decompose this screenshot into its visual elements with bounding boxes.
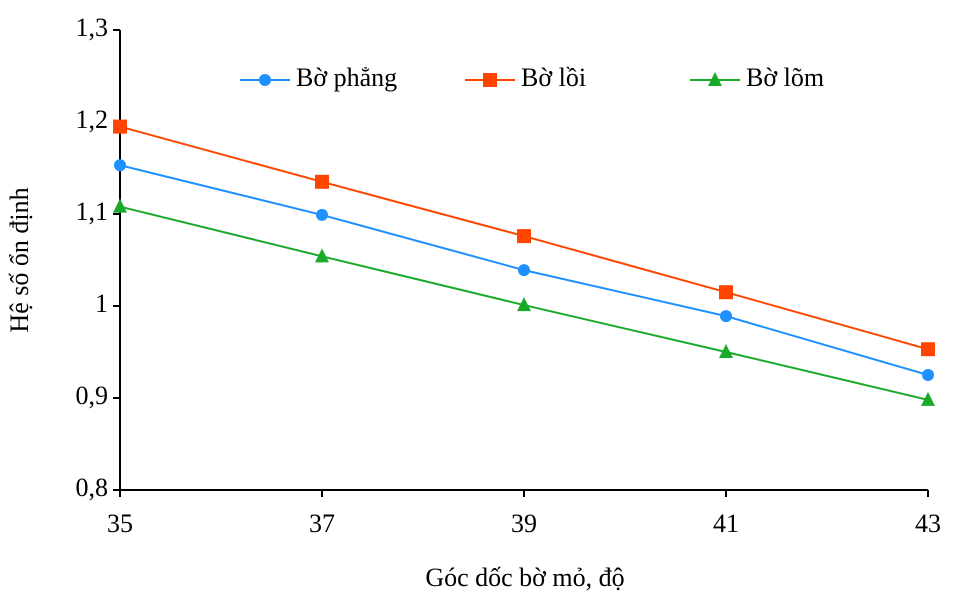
y-tick-label: 0,8 [76,473,109,502]
marker [315,174,329,189]
marker [316,208,328,221]
marker [518,264,530,277]
x-tick-label: 39 [511,509,537,538]
marker [113,119,127,134]
marker [719,285,733,300]
marker [259,74,271,86]
legend-label: Bờ lồi [521,63,586,92]
legend-label: Bờ phẳng [296,63,397,92]
marker [517,297,531,312]
marker [113,198,127,213]
marker [315,248,329,263]
marker [483,73,497,87]
x-tick-label: 37 [309,509,335,538]
x-tick-label: 35 [107,509,133,538]
marker [921,391,935,406]
marker [719,344,733,358]
x-axis-label: Góc dốc bờ mỏ, độ [425,563,624,592]
y-tick-label: 0,9 [76,381,109,410]
marker [720,310,732,323]
legend-label: Bờ lõm [746,63,824,92]
marker [517,229,531,244]
marker [922,369,934,381]
marker [114,159,126,172]
x-tick-label: 43 [915,509,941,538]
x-tick-label: 41 [713,509,739,538]
y-tick-label: 1 [95,289,108,318]
y-tick-label: 1,3 [76,13,109,42]
y-tick-label: 1,1 [76,197,109,226]
y-axis-label: Hệ số ổn định [5,187,34,332]
y-tick-label: 1,2 [76,105,109,134]
marker [921,342,935,357]
marker [708,72,722,86]
